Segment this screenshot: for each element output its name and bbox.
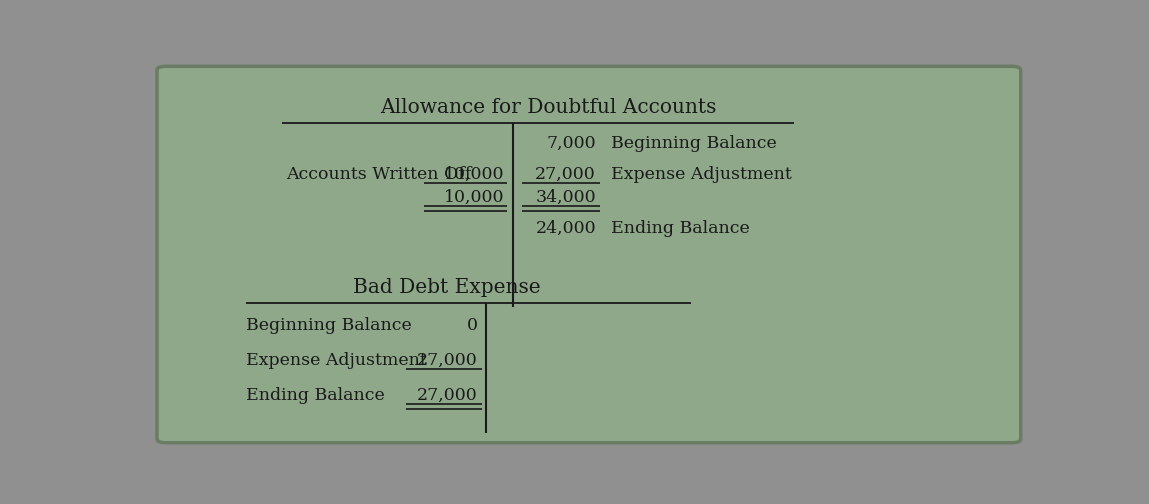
- Text: Accounts Written Off: Accounts Written Off: [286, 166, 471, 183]
- Text: Expense Adjustment: Expense Adjustment: [246, 352, 426, 369]
- Text: 0: 0: [466, 317, 478, 334]
- Text: 10,000: 10,000: [444, 166, 504, 183]
- FancyBboxPatch shape: [157, 67, 1020, 443]
- Text: Beginning Balance: Beginning Balance: [246, 317, 411, 334]
- Text: Allowance for Doubtful Accounts: Allowance for Doubtful Accounts: [380, 98, 717, 117]
- Text: 34,000: 34,000: [535, 189, 596, 206]
- Text: Beginning Balance: Beginning Balance: [611, 135, 777, 152]
- Text: Expense Adjustment: Expense Adjustment: [611, 166, 792, 183]
- Text: 24,000: 24,000: [535, 220, 596, 237]
- Text: Ending Balance: Ending Balance: [611, 220, 750, 237]
- Text: 27,000: 27,000: [417, 387, 478, 404]
- Text: Ending Balance: Ending Balance: [246, 387, 385, 404]
- Text: 27,000: 27,000: [535, 166, 596, 183]
- Text: 10,000: 10,000: [444, 189, 504, 206]
- Text: 7,000: 7,000: [547, 135, 596, 152]
- Text: 27,000: 27,000: [417, 352, 478, 369]
- Text: Bad Debt Expense: Bad Debt Expense: [353, 278, 540, 297]
